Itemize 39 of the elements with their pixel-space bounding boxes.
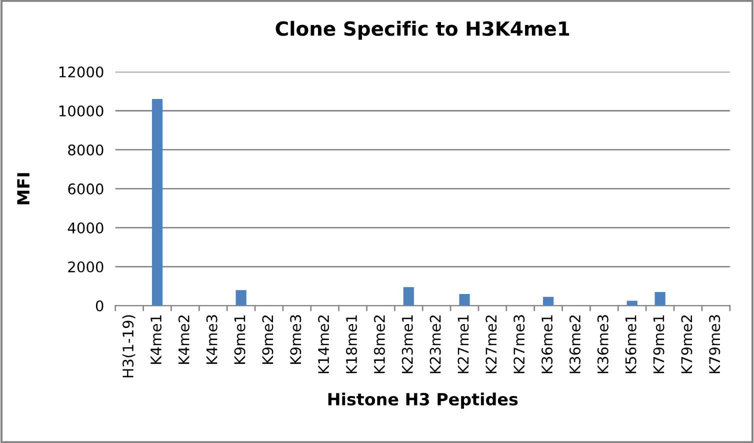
- x-tick-label: K79me2: [681, 315, 692, 374]
- x-tick-label: K56me1: [625, 315, 636, 374]
- y-tick-label: 4000: [68, 222, 104, 234]
- y-tick-label: 12000: [59, 66, 104, 78]
- x-tick-label: H3(1-19): [122, 315, 136, 378]
- bar: [459, 294, 470, 306]
- x-tick-label: K9me2: [262, 315, 274, 364]
- y-axis-title: MFI: [17, 173, 30, 204]
- bar: [626, 300, 638, 306]
- x-tick-label: K27me2: [486, 315, 497, 374]
- bar: [403, 287, 414, 306]
- bar: [543, 296, 554, 306]
- x-tick-label: K4me1: [150, 315, 162, 364]
- x-tick-label: K79me3: [709, 315, 720, 374]
- x-tick-label: K9me3: [290, 315, 302, 364]
- bar: [152, 99, 163, 306]
- x-tick-label: K9me1: [234, 315, 246, 364]
- x-tick-label: K18me1: [346, 315, 358, 374]
- x-tick-label: K27me3: [514, 315, 525, 374]
- y-tick-label: 6000: [68, 183, 104, 194]
- y-tick-label: 0: [96, 300, 104, 312]
- y-tick-label: 10000: [59, 105, 104, 116]
- y-tick-label: 2000: [68, 261, 104, 272]
- x-tick-label: K18me2: [374, 315, 385, 374]
- y-tick-label: 8000: [68, 144, 104, 156]
- x-tick-label: K4me3: [206, 315, 218, 364]
- x-tick-label: K14me2: [318, 315, 330, 374]
- x-tick-label: K23me2: [430, 315, 441, 374]
- x-tick-label: K36me2: [569, 315, 580, 374]
- x-tick-label: K36me3: [597, 315, 608, 374]
- x-tick-label: K23me1: [402, 315, 413, 374]
- x-tick-label: K79me1: [653, 315, 664, 374]
- x-tick-label: K36me1: [542, 315, 553, 374]
- x-tick-label: K27me1: [458, 315, 469, 374]
- x-tick-label: K4me2: [178, 315, 190, 364]
- bar: [236, 290, 246, 306]
- chart-title: Clone Specific to H3K4me1: [276, 20, 570, 40]
- bar: [654, 292, 666, 306]
- x-axis-title: Histone H3 Peptides: [328, 392, 518, 409]
